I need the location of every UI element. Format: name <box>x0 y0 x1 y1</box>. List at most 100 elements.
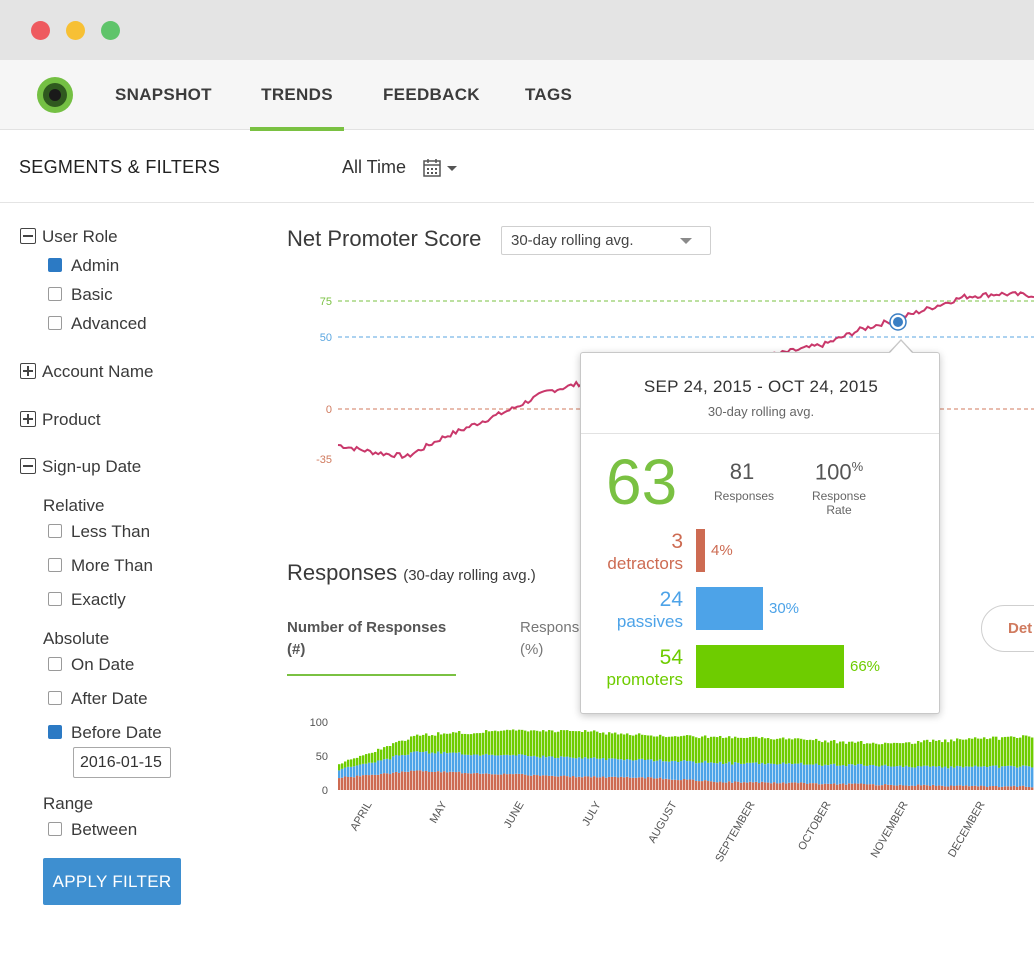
bar-passives <box>857 763 860 784</box>
bar-detractors <box>992 786 995 790</box>
tab-trends[interactable]: TRENDS <box>250 60 344 131</box>
checkbox-icon[interactable] <box>48 691 62 705</box>
bar-passives <box>1019 766 1022 787</box>
bar-passives <box>704 760 707 781</box>
nps-average-select[interactable]: 30-day rolling avg. <box>501 226 711 255</box>
bar-passives <box>422 751 425 772</box>
bar-promoters <box>1013 736 1016 767</box>
bar-detractors <box>557 776 560 790</box>
checkbox-advanced[interactable]: Advanced <box>48 314 147 334</box>
minimize-window-icon[interactable] <box>66 21 85 40</box>
checkbox-exactly[interactable]: Exactly <box>48 590 126 610</box>
checkbox-between[interactable]: Between <box>48 820 137 840</box>
bar-promoters <box>812 740 815 765</box>
checkbox-icon[interactable] <box>48 657 62 671</box>
bar-passives <box>437 751 440 772</box>
tab-number-of-responses[interactable]: Number of Responses (#) <box>287 617 456 676</box>
bar-passives <box>1001 766 1004 787</box>
bar-promoters <box>902 743 905 768</box>
segments-filters-title: SEGMENTS & FILTERS <box>19 157 221 177</box>
checkbox-icon[interactable] <box>48 822 62 836</box>
bar-promoters <box>620 733 623 760</box>
responses-x-tick-label: AUGUST <box>646 799 679 845</box>
bar-passives <box>464 754 467 774</box>
checkbox-checked-icon[interactable] <box>48 258 62 272</box>
bar-promoters <box>845 743 848 767</box>
bar-detractors <box>536 775 539 790</box>
bar-detractors <box>461 773 464 790</box>
detractors-label: detractors <box>607 554 683 573</box>
tooltip-detractors: 3 detractors <box>581 531 683 575</box>
bar-promoters <box>908 742 911 767</box>
bar-passives <box>914 767 917 786</box>
bar-promoters <box>341 763 344 769</box>
bar-passives <box>893 766 896 786</box>
bar-detractors <box>680 780 683 790</box>
checkbox-checked-icon[interactable] <box>48 725 62 739</box>
bar-passives <box>839 765 842 784</box>
bar-promoters <box>932 739 935 766</box>
bar-detractors <box>530 775 533 790</box>
checkbox-before-date[interactable]: Before Date <box>48 723 162 743</box>
checkbox-label: Basic <box>71 285 113 304</box>
nps-y-tick-label: 50 <box>320 332 332 344</box>
checkbox-after-date[interactable]: After Date <box>48 689 148 709</box>
bar-detractors <box>632 777 635 790</box>
bar-promoters <box>818 740 821 765</box>
checkbox-icon[interactable] <box>48 592 62 606</box>
before-date-input[interactable]: 2016-01-15 <box>73 747 171 778</box>
bar-detractors <box>419 770 422 790</box>
checkbox-icon[interactable] <box>48 316 62 330</box>
checkbox-admin[interactable]: Admin <box>48 256 119 276</box>
checkbox-less-than[interactable]: Less Than <box>48 522 150 542</box>
bar-passives <box>443 751 446 772</box>
bar-passives <box>500 755 503 775</box>
app-logo-icon[interactable] <box>37 77 73 113</box>
bar-passives <box>920 766 923 786</box>
bar-promoters <box>791 739 794 765</box>
apply-filter-button[interactable]: APPLY FILTER <box>43 858 181 905</box>
checkbox-icon[interactable] <box>48 287 62 301</box>
bar-detractors <box>392 772 395 790</box>
user-role-toggle[interactable]: User Role <box>20 227 118 247</box>
checkbox-icon[interactable] <box>48 558 62 572</box>
bar-promoters <box>701 736 704 763</box>
bar-passives <box>791 764 794 783</box>
bar-detractors <box>533 774 536 790</box>
bar-passives <box>719 761 722 782</box>
bar-detractors <box>887 784 890 790</box>
bar-detractors <box>761 781 764 790</box>
bar-promoters <box>479 733 482 756</box>
bar-detractors <box>548 775 551 790</box>
bar-detractors <box>599 777 602 790</box>
responses-count: 81 <box>729 459 755 484</box>
tab-snapshot[interactable]: SNAPSHOT <box>115 85 212 104</box>
account-name-toggle[interactable]: Account Name <box>20 362 154 382</box>
bar-promoters <box>1007 736 1010 766</box>
bar-promoters <box>1025 735 1028 766</box>
bar-passives <box>659 759 662 778</box>
product-toggle[interactable]: Product <box>20 410 101 430</box>
bar-detractors <box>668 779 671 790</box>
details-button[interactable]: Det <box>981 605 1034 652</box>
bar-promoters <box>827 742 830 766</box>
tab-response-rate[interactable]: Response (%) <box>520 617 588 661</box>
tooltip-date-range: SEP 24, 2015 - OCT 24, 2015 <box>643 377 879 396</box>
tab-feedback[interactable]: FEEDBACK <box>383 85 480 104</box>
calendar-dropdown-icon[interactable] <box>423 158 459 178</box>
checkbox-basic[interactable]: Basic <box>48 285 113 305</box>
bar-passives <box>467 754 470 774</box>
maximize-window-icon[interactable] <box>101 21 120 40</box>
close-window-icon[interactable] <box>31 21 50 40</box>
checkbox-icon[interactable] <box>48 524 62 538</box>
bar-detractors <box>965 785 968 790</box>
tab-tags[interactable]: TAGS <box>525 85 573 104</box>
responses-x-tick-label: DECEMBER <box>946 799 988 859</box>
bar-passives <box>491 754 494 775</box>
bar-passives <box>356 765 359 776</box>
checkbox-on-date[interactable]: On Date <box>48 655 134 675</box>
time-range-label[interactable]: All Time <box>342 157 407 177</box>
signup-date-toggle[interactable]: Sign-up Date <box>20 457 141 477</box>
checkbox-more-than[interactable]: More Than <box>48 556 153 576</box>
bar-detractors <box>347 776 350 790</box>
